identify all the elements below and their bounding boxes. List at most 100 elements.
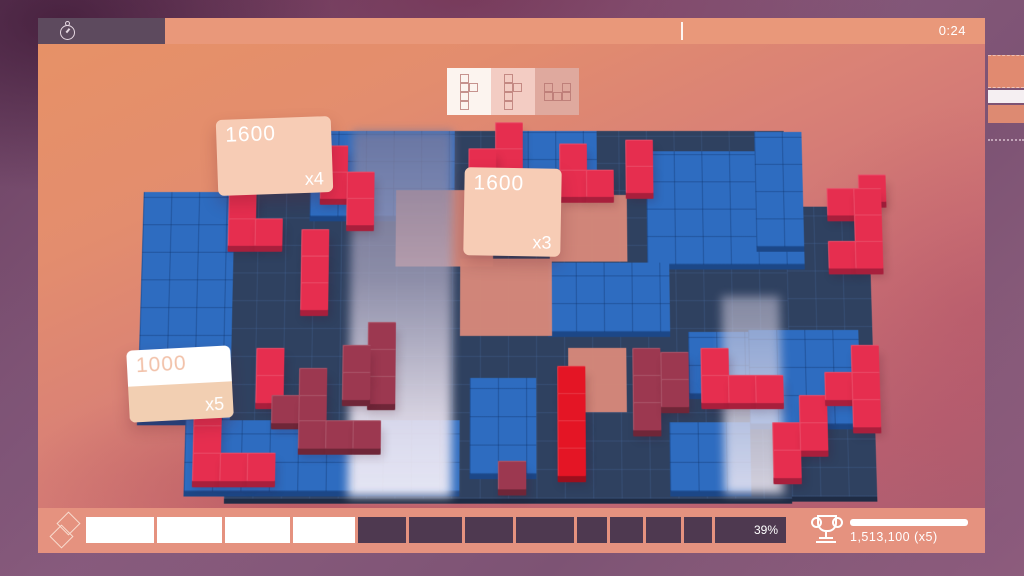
locked-piece-cell	[352, 420, 382, 449]
popup-multiplier: x4	[304, 168, 325, 189]
side-queue-band	[988, 55, 1024, 88]
popup-points: 1000	[135, 351, 188, 378]
red-piece-cell	[254, 218, 283, 246]
time-progress-bar	[165, 18, 985, 44]
progress-segment-empty	[646, 517, 681, 543]
queue-slot-y-pentomino[interactable]	[491, 68, 535, 115]
locked-piece-cell	[271, 395, 300, 424]
locked-piece-cell	[660, 351, 689, 380]
red-piece-cell	[219, 452, 249, 482]
timer-value: 0:24	[938, 23, 966, 38]
time-marker	[681, 22, 683, 40]
queue-shape-cell	[561, 82, 571, 92]
red-piece-cell	[255, 347, 285, 376]
red-piece-cell	[850, 344, 880, 373]
red-piece-cell	[192, 425, 222, 454]
locked-piece-cell	[497, 460, 527, 490]
red-piece-cell	[300, 255, 329, 284]
red-piece-cell	[557, 393, 586, 422]
progress-segment-empty	[610, 517, 643, 543]
red-piece-cell	[346, 197, 375, 226]
progress-segment-empty	[358, 517, 406, 543]
board-panel-blue	[754, 131, 805, 247]
red-piece-cell	[853, 188, 882, 216]
timer-tab	[38, 18, 165, 44]
locked-piece-cell	[632, 347, 661, 376]
progress-segment-filled	[293, 517, 355, 543]
popup-points: 1600	[473, 171, 525, 196]
red-piece-cell	[772, 449, 802, 479]
red-piece-cell	[755, 374, 784, 404]
red-piece-cell	[824, 371, 854, 401]
queue-shape-cell	[552, 91, 562, 101]
board-gap	[459, 258, 553, 336]
progress-segment-empty	[577, 517, 607, 543]
red-piece-cell	[852, 399, 882, 428]
side-queue-band	[988, 105, 1024, 123]
progress-percent: 39%	[753, 523, 778, 537]
board-panel-blue	[547, 262, 671, 332]
red-piece-cell	[700, 374, 730, 404]
queue-shape-cell	[460, 73, 469, 83]
locked-piece-cell	[632, 402, 662, 431]
stopwatch-icon	[60, 21, 75, 40]
red-piece-cell	[246, 452, 276, 482]
red-piece-cell	[853, 214, 883, 242]
queue-shape-cell	[460, 82, 469, 92]
locked-piece-cell	[342, 344, 371, 373]
red-piece-cell	[191, 452, 221, 482]
popup-multiplier: x5	[204, 393, 225, 415]
red-piece-cell	[557, 447, 587, 477]
red-piece-cell	[625, 139, 654, 167]
red-piece-cell	[300, 282, 329, 311]
queue-shape-cell	[543, 82, 553, 92]
combo-progress-bar: 39%	[86, 517, 789, 543]
red-piece-cell	[700, 347, 730, 376]
red-piece-cell	[827, 240, 857, 269]
queue-shape-cell	[504, 91, 513, 101]
locked-piece-cell	[298, 367, 328, 397]
red-piece-cell	[559, 169, 588, 197]
queue-slot-y-pentomino-active[interactable]	[447, 68, 491, 115]
queue-shape-cell	[504, 73, 513, 83]
popup-points: 1600	[224, 121, 277, 147]
locked-piece-cell	[660, 378, 690, 408]
locked-piece-cell	[341, 371, 371, 401]
red-piece-cell	[625, 165, 654, 194]
progress-segment-empty: 39%	[715, 517, 786, 543]
locked-piece-cell	[298, 395, 327, 424]
piece-queue	[447, 68, 579, 115]
board-gap	[549, 194, 628, 262]
queue-shape-cell	[469, 82, 478, 92]
trophy-icon	[808, 513, 844, 547]
locked-piece-cell	[367, 375, 396, 405]
queue-slot-u-pentomino[interactable]	[535, 68, 579, 115]
locked-piece-cell	[367, 321, 396, 350]
progress-segment-filled	[157, 517, 222, 543]
popup-multiplier: x3	[532, 232, 552, 253]
queue-shape-cell	[543, 91, 553, 101]
red-piece-cell	[557, 365, 586, 395]
queue-shape-cell	[460, 100, 469, 110]
red-piece-cell	[586, 169, 614, 197]
red-piece-cell	[495, 122, 523, 150]
locked-piece-cell	[632, 374, 662, 404]
progress-segment-empty	[516, 517, 574, 543]
progress-segment-filled	[86, 517, 154, 543]
queue-shape-cell	[561, 91, 571, 101]
locked-piece-cell	[367, 348, 396, 377]
score-progress-bar	[850, 519, 968, 526]
red-piece-cell	[798, 395, 828, 424]
queue-shape-cell	[504, 100, 513, 110]
board-panel-blue	[469, 377, 537, 475]
score-popup: 1000 x5	[126, 345, 234, 423]
queue-shape-cell	[513, 82, 522, 92]
red-piece-cell	[557, 420, 586, 449]
side-queue-panel	[988, 55, 1024, 145]
red-piece-cell	[301, 229, 330, 257]
queue-shape-cell	[504, 82, 513, 92]
side-queue-band	[988, 90, 1024, 103]
progress-segment-filled	[225, 517, 290, 543]
progress-segment-empty	[465, 517, 513, 543]
